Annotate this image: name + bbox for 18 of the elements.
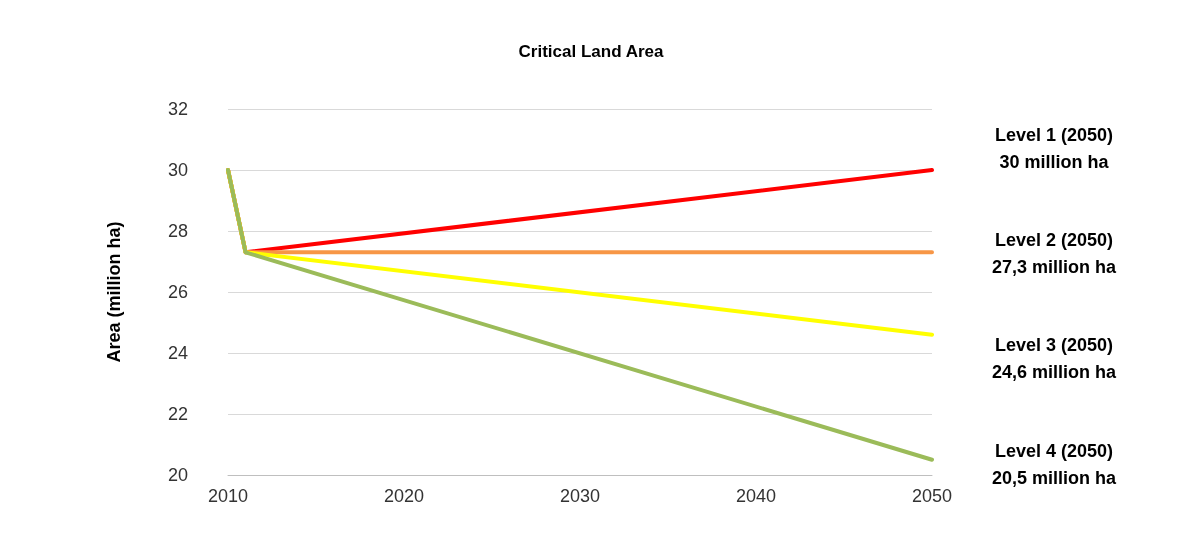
y-axis-title: Area (million ha) (104, 221, 124, 363)
y-tick-label: 28 (167, 221, 188, 241)
y-tick-label: 22 (167, 404, 188, 424)
y-tick-label: 26 (167, 282, 188, 302)
text: Level 3 (2050) 24,6 million ha (991, 335, 1118, 383)
text: Level 2 (2050) 27,3 million ha (991, 229, 1118, 277)
x-tick-label: 2040 (735, 486, 777, 506)
y-tick-label: 30 (167, 160, 188, 180)
x-tick-label: 2010 (207, 486, 249, 506)
y-tick-label: 20 (167, 465, 188, 485)
x-tick-label: 2050 (911, 486, 953, 506)
y-tick-label: 32 (167, 99, 188, 119)
x-tick-label: 2030 (559, 486, 601, 506)
y-tick-label: 24 (167, 343, 188, 363)
chart-title: Critical Land Area (518, 42, 664, 61)
x-tick-label: 2020 (383, 486, 425, 506)
text: Level 1 (2050) 30 million ha (994, 124, 1114, 172)
text: Level 4 (2050) 20,5 million ha (991, 440, 1118, 488)
